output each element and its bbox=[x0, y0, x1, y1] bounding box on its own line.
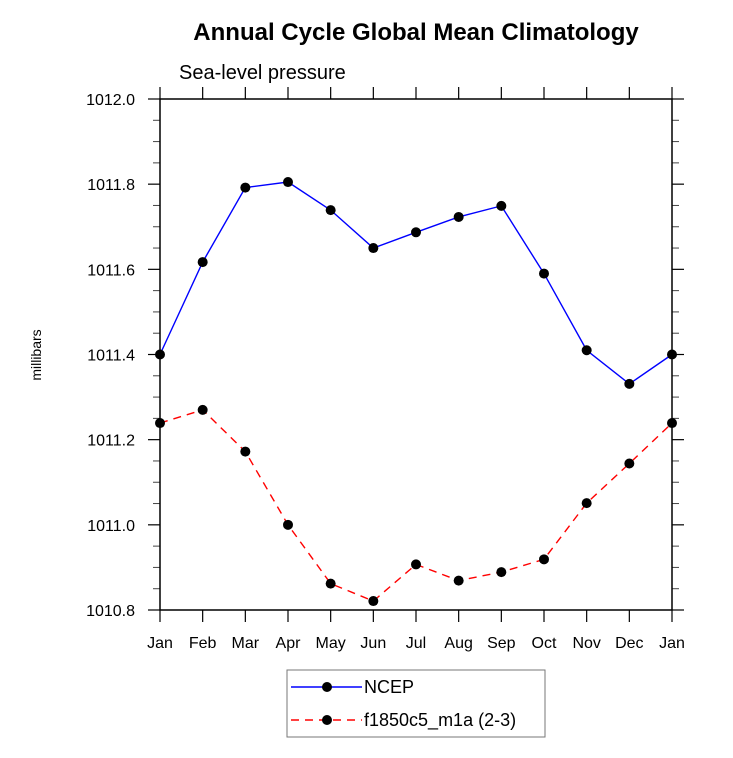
data-point bbox=[624, 458, 635, 469]
x-tick-label: Jan bbox=[659, 635, 685, 652]
chart-title: Annual Cycle Global Mean Climatology bbox=[193, 19, 639, 46]
data-point bbox=[368, 596, 379, 607]
data-point bbox=[496, 567, 507, 578]
legend-box bbox=[286, 669, 546, 738]
chart-subtitle: Sea-level pressure bbox=[179, 62, 346, 84]
data-point bbox=[581, 498, 592, 509]
axis-tick-labels: Jan Feb Mar Apr May Jun Jul Aug Sep Oct Nov Dec Jan 1… bbox=[86, 92, 685, 652]
data-point bbox=[283, 519, 293, 530]
y-tick-label: 1010.8 bbox=[86, 603, 135, 620]
legend-marker bbox=[322, 682, 332, 692]
x-tick-label: Jan bbox=[147, 635, 173, 652]
x-tick-label: Jul bbox=[406, 635, 426, 652]
y-tick-label: 1011.0 bbox=[87, 518, 135, 535]
data-point bbox=[197, 257, 208, 268]
data-point bbox=[496, 200, 507, 211]
data-point bbox=[325, 578, 336, 589]
legend-label: f1850c5_m1a (2-3) bbox=[364, 710, 516, 731]
x-tick-label: Dec bbox=[615, 635, 643, 652]
x-tick-label: Aug bbox=[444, 635, 472, 652]
data-point bbox=[581, 345, 592, 356]
y-tick-label: 1012.0 bbox=[86, 92, 135, 109]
data-point bbox=[240, 446, 251, 457]
x-tick-label: Oct bbox=[532, 635, 557, 652]
data-point bbox=[368, 243, 379, 254]
legend-label: NCEP bbox=[364, 677, 414, 697]
series-line-0 bbox=[159, 181, 673, 385]
data-point bbox=[539, 268, 549, 279]
y-tick-label: 1011.2 bbox=[87, 433, 135, 450]
data-point bbox=[283, 177, 293, 188]
series-layer bbox=[155, 177, 677, 607]
data-point bbox=[411, 559, 421, 570]
data-point bbox=[624, 378, 635, 389]
data-point bbox=[240, 182, 251, 193]
y-tick-label: 1011.6 bbox=[87, 262, 135, 279]
y-tick-label: 1011.8 bbox=[87, 177, 135, 194]
x-tick-label: Sep bbox=[487, 635, 516, 652]
data-point bbox=[453, 211, 464, 222]
axis-ticks bbox=[148, 87, 684, 622]
data-point bbox=[197, 404, 208, 415]
series-line-1 bbox=[159, 409, 673, 602]
y-tick-label: 1011.4 bbox=[87, 348, 135, 365]
y-axis-label: millibars bbox=[28, 329, 44, 380]
legend: NCEP f1850c5_m1a (2-3) bbox=[286, 669, 546, 738]
plot-frame bbox=[159, 98, 673, 611]
x-tick-label: Jun bbox=[360, 635, 386, 652]
x-tick-label: May bbox=[316, 635, 346, 652]
data-point bbox=[411, 227, 421, 238]
data-point bbox=[325, 205, 336, 216]
x-tick-label: Feb bbox=[189, 635, 217, 652]
x-tick-label: Apr bbox=[276, 635, 302, 652]
legend-marker bbox=[322, 715, 332, 725]
x-tick-label: Nov bbox=[572, 635, 600, 652]
x-tick-label: Mar bbox=[232, 635, 260, 652]
data-point bbox=[539, 554, 549, 565]
data-point bbox=[453, 575, 464, 586]
